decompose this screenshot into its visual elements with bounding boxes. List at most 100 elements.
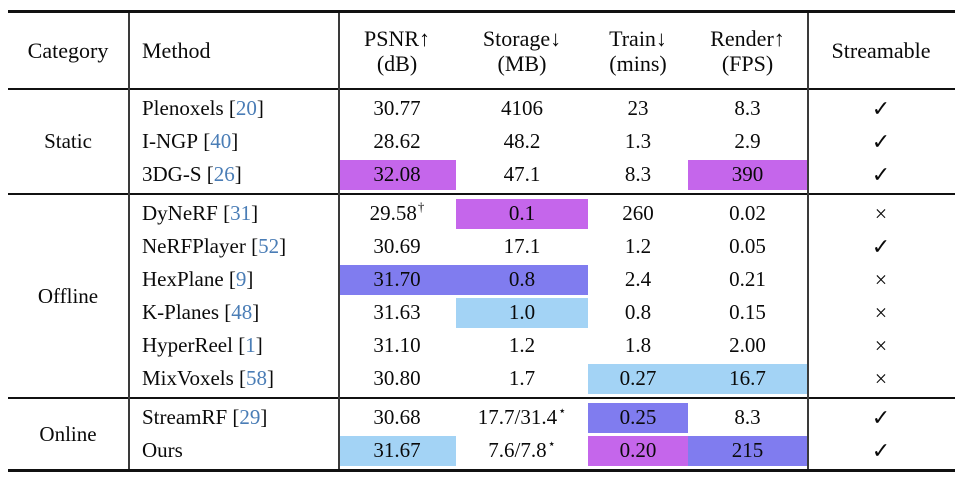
method-cell: K-Planes [48] [128, 296, 338, 329]
streamable-cell: ✓ [807, 230, 955, 263]
psnr-value: 30.69 [373, 234, 421, 258]
method-name: K-Planes [142, 300, 219, 324]
streamable-symbol: × [874, 200, 888, 226]
header-train: Train↓ (mins) [588, 13, 688, 88]
psnr-cell: 30.80 [338, 362, 456, 395]
storage-highlight: 48.2 [456, 127, 588, 157]
train-highlight: 0.25 [588, 402, 688, 433]
citation-close-bracket: ] [279, 234, 287, 258]
citation: [20] [224, 96, 264, 121]
psnr-cell: 30.68 [338, 401, 456, 434]
render-cell: 0.05 [688, 230, 807, 263]
train-cell: 0.25 [588, 401, 688, 434]
streamable-cell: ✓ [807, 401, 955, 434]
psnr-value: 31.63 [373, 300, 421, 324]
header-sub: (FPS) [721, 50, 774, 76]
render-value: 8.3 [734, 405, 761, 429]
table-body: Static Plenoxels [20] 30.77 4106 23 8.3 … [8, 90, 955, 472]
psnr-cell: 30.69 [338, 230, 456, 263]
train-cell: 23 [588, 92, 688, 125]
psnr-cell: 29.58 † [338, 197, 456, 230]
storage-highlight: 4106 [456, 94, 588, 124]
render-cell: 390 [688, 158, 807, 191]
divider-method-metrics [338, 13, 340, 469]
citation-open-bracket: [ [238, 333, 246, 357]
storage-value: 47.1 [503, 162, 541, 186]
category-block-offline: Offline DyNeRF [31] 29.58 † 0.1 260 0.02 … [8, 195, 955, 397]
render-cell: 0.02 [688, 197, 807, 230]
top-rule [8, 10, 955, 13]
train-value: 0.20 [619, 438, 657, 462]
render-highlight: 0.15 [688, 298, 807, 328]
render-cell: 8.3 [688, 401, 807, 434]
method-cell: DyNeRF [31] [128, 197, 338, 230]
storage-highlight: 1.2 [456, 331, 588, 361]
citation-number: 1 [245, 333, 256, 357]
citation-open-bracket: [ [239, 366, 247, 390]
citation: [58] [234, 366, 274, 391]
render-cell: 2.00 [688, 329, 807, 362]
render-highlight: 2.00 [688, 331, 807, 361]
render-highlight: 0.21 [688, 265, 807, 295]
method-name: StreamRF [142, 405, 228, 429]
storage-highlight: 1.7 [456, 364, 588, 394]
render-cell: 16.7 [688, 362, 807, 395]
train-cell: 1.3 [588, 125, 688, 158]
method-name: I-NGP [142, 129, 198, 153]
category-label: Static [44, 129, 92, 153]
streamable-cell: × [807, 197, 955, 230]
storage-value: 48.2 [503, 129, 541, 153]
table-header: Category Method PSNR↑ (dB) Storage↓ (MB)… [8, 13, 955, 88]
citation-number: 26 [213, 162, 235, 186]
storage-highlight: 0.1 [456, 198, 588, 229]
header-rule [8, 88, 955, 90]
storage-cell: 7.6/7.8 ⋆ [456, 434, 588, 467]
train-value: 1.2 [624, 234, 652, 258]
citation-close-bracket: ] [246, 267, 254, 291]
method-cell: I-NGP [40] [128, 125, 338, 158]
streamable-symbol: ✓ [871, 437, 891, 463]
citation: [52] [246, 234, 286, 259]
psnr-highlight: 31.10 [338, 331, 456, 361]
citation-open-bracket: [ [228, 96, 236, 120]
train-value: 0.8 [624, 300, 652, 324]
citation-open-bracket: [ [224, 300, 232, 324]
streamable-symbol: ✓ [871, 128, 891, 154]
psnr-highlight: 31.63 [338, 298, 456, 328]
streamable-symbol: ✓ [871, 161, 891, 187]
render-highlight: 2.9 [688, 127, 807, 157]
citation-close-bracket: ] [260, 405, 268, 429]
psnr-cell: 31.10 [338, 329, 456, 362]
psnr-highlight: 32.08 [338, 159, 456, 190]
method-cell: 3DG-S [26] [128, 158, 338, 191]
method-name: MixVoxels [142, 366, 234, 390]
train-highlight: 0.20 [588, 435, 688, 466]
method-name: HyperReel [142, 333, 233, 357]
train-highlight: 8.3 [588, 160, 688, 190]
render-value: 2.00 [729, 333, 766, 357]
citation: [1] [233, 333, 263, 358]
render-value: 0.02 [729, 201, 766, 225]
train-cell: 1.2 [588, 230, 688, 263]
storage-cell: 0.8 [456, 263, 588, 296]
storage-value: 1.2 [508, 333, 536, 357]
train-highlight: 1.3 [588, 127, 688, 157]
train-value: 8.3 [624, 162, 652, 186]
method-cell: MixVoxels [58] [128, 362, 338, 395]
method-name: HexPlane [142, 267, 224, 291]
streamable-cell: ✓ [807, 92, 955, 125]
storage-cell: 1.0 [456, 296, 588, 329]
storage-cell: 17.1 [456, 230, 588, 263]
train-cell: 1.8 [588, 329, 688, 362]
method-name: 3DG-S [142, 162, 202, 186]
psnr-value: 29.58 [369, 201, 417, 225]
header-category: Category [8, 13, 128, 88]
citation-open-bracket: [ [206, 162, 214, 186]
citation: [31] [218, 201, 258, 226]
render-highlight: 8.3 [688, 403, 807, 433]
psnr-highlight: 30.69 [338, 232, 456, 262]
citation-close-bracket: ] [251, 201, 259, 225]
method-name: NeRFPlayer [142, 234, 246, 258]
header-sub: (dB) [376, 50, 418, 76]
streamable-symbol: × [874, 266, 888, 292]
